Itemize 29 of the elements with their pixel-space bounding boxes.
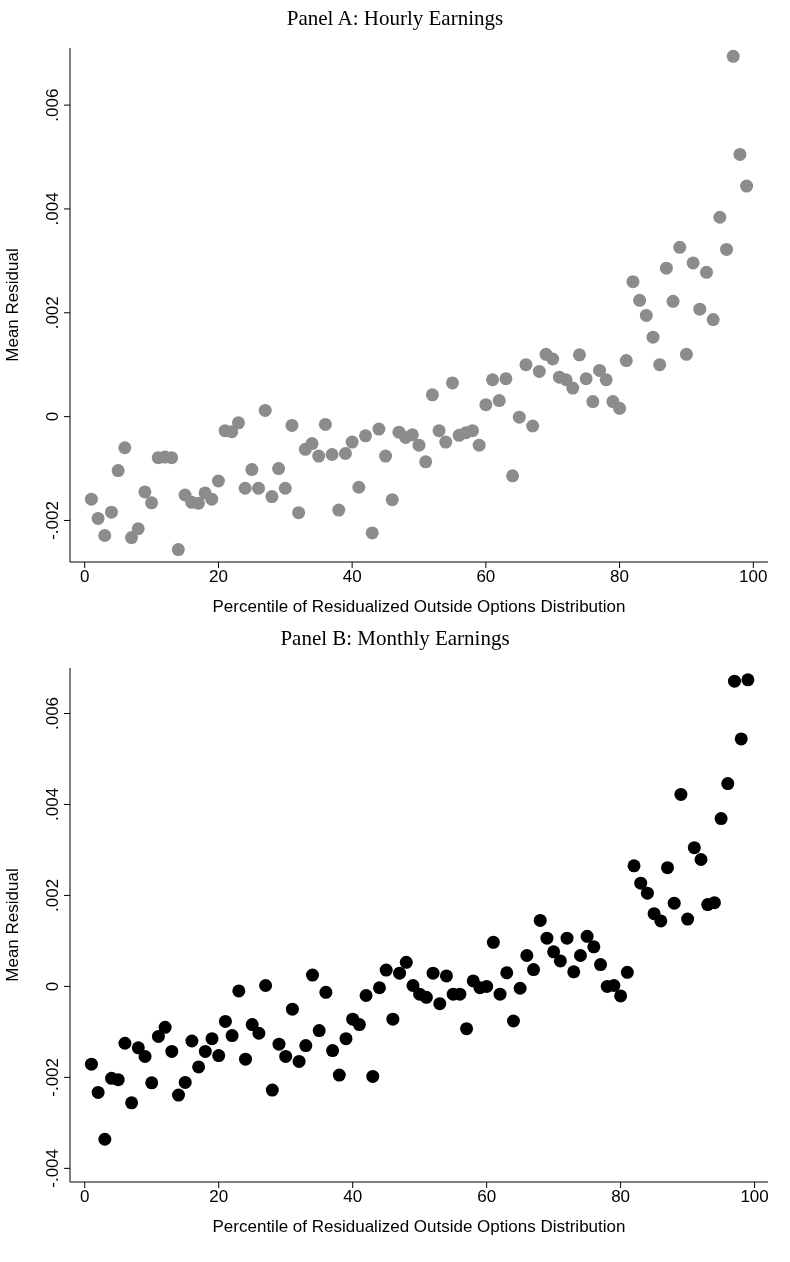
y-tick-label: .002 xyxy=(43,878,62,912)
y-tick-label: -.002 xyxy=(43,1058,62,1097)
x-tick-label: 40 xyxy=(342,567,362,587)
x-tick-label: 0 xyxy=(80,1187,90,1207)
x-axis-title: Percentile of Residualized Outside Options Distribution xyxy=(212,597,626,616)
x-tick-label: 60 xyxy=(476,567,496,587)
y-tick-label: .002 xyxy=(43,296,62,330)
y-axis-title: Mean Residual xyxy=(3,868,23,982)
y-axis-title: Mean Residual xyxy=(3,248,23,362)
x-tick-label: 0 xyxy=(79,567,90,587)
y-tick-label: 0 xyxy=(43,411,62,422)
x-tick-label: 20 xyxy=(209,1187,229,1207)
x-tick-label: 80 xyxy=(611,1187,631,1207)
x-tick-label: 20 xyxy=(208,567,228,587)
y-tick-label: .004 xyxy=(43,787,62,822)
x-axis-title: Percentile of Residualized Outside Options Distribution xyxy=(212,1217,626,1236)
x-tick-label: 80 xyxy=(610,567,630,587)
x-tick-label: 100 xyxy=(739,567,768,587)
y-tick-label: -.004 xyxy=(43,1148,62,1188)
chart-title: Panel B: Monthly Earnings xyxy=(279,625,511,652)
y-tick-label: .004 xyxy=(43,192,62,226)
y-tick-label: -.002 xyxy=(43,501,62,540)
x-tick-label: 60 xyxy=(477,1187,497,1207)
x-tick-label: 100 xyxy=(740,1187,769,1207)
chart-title: Panel A: Hourly Earnings xyxy=(285,5,505,32)
y-tick-label: .006 xyxy=(43,696,62,731)
y-tick-label: .006 xyxy=(43,88,62,122)
y-tick-label: 0 xyxy=(43,981,62,992)
x-tick-label: 40 xyxy=(343,1187,363,1207)
